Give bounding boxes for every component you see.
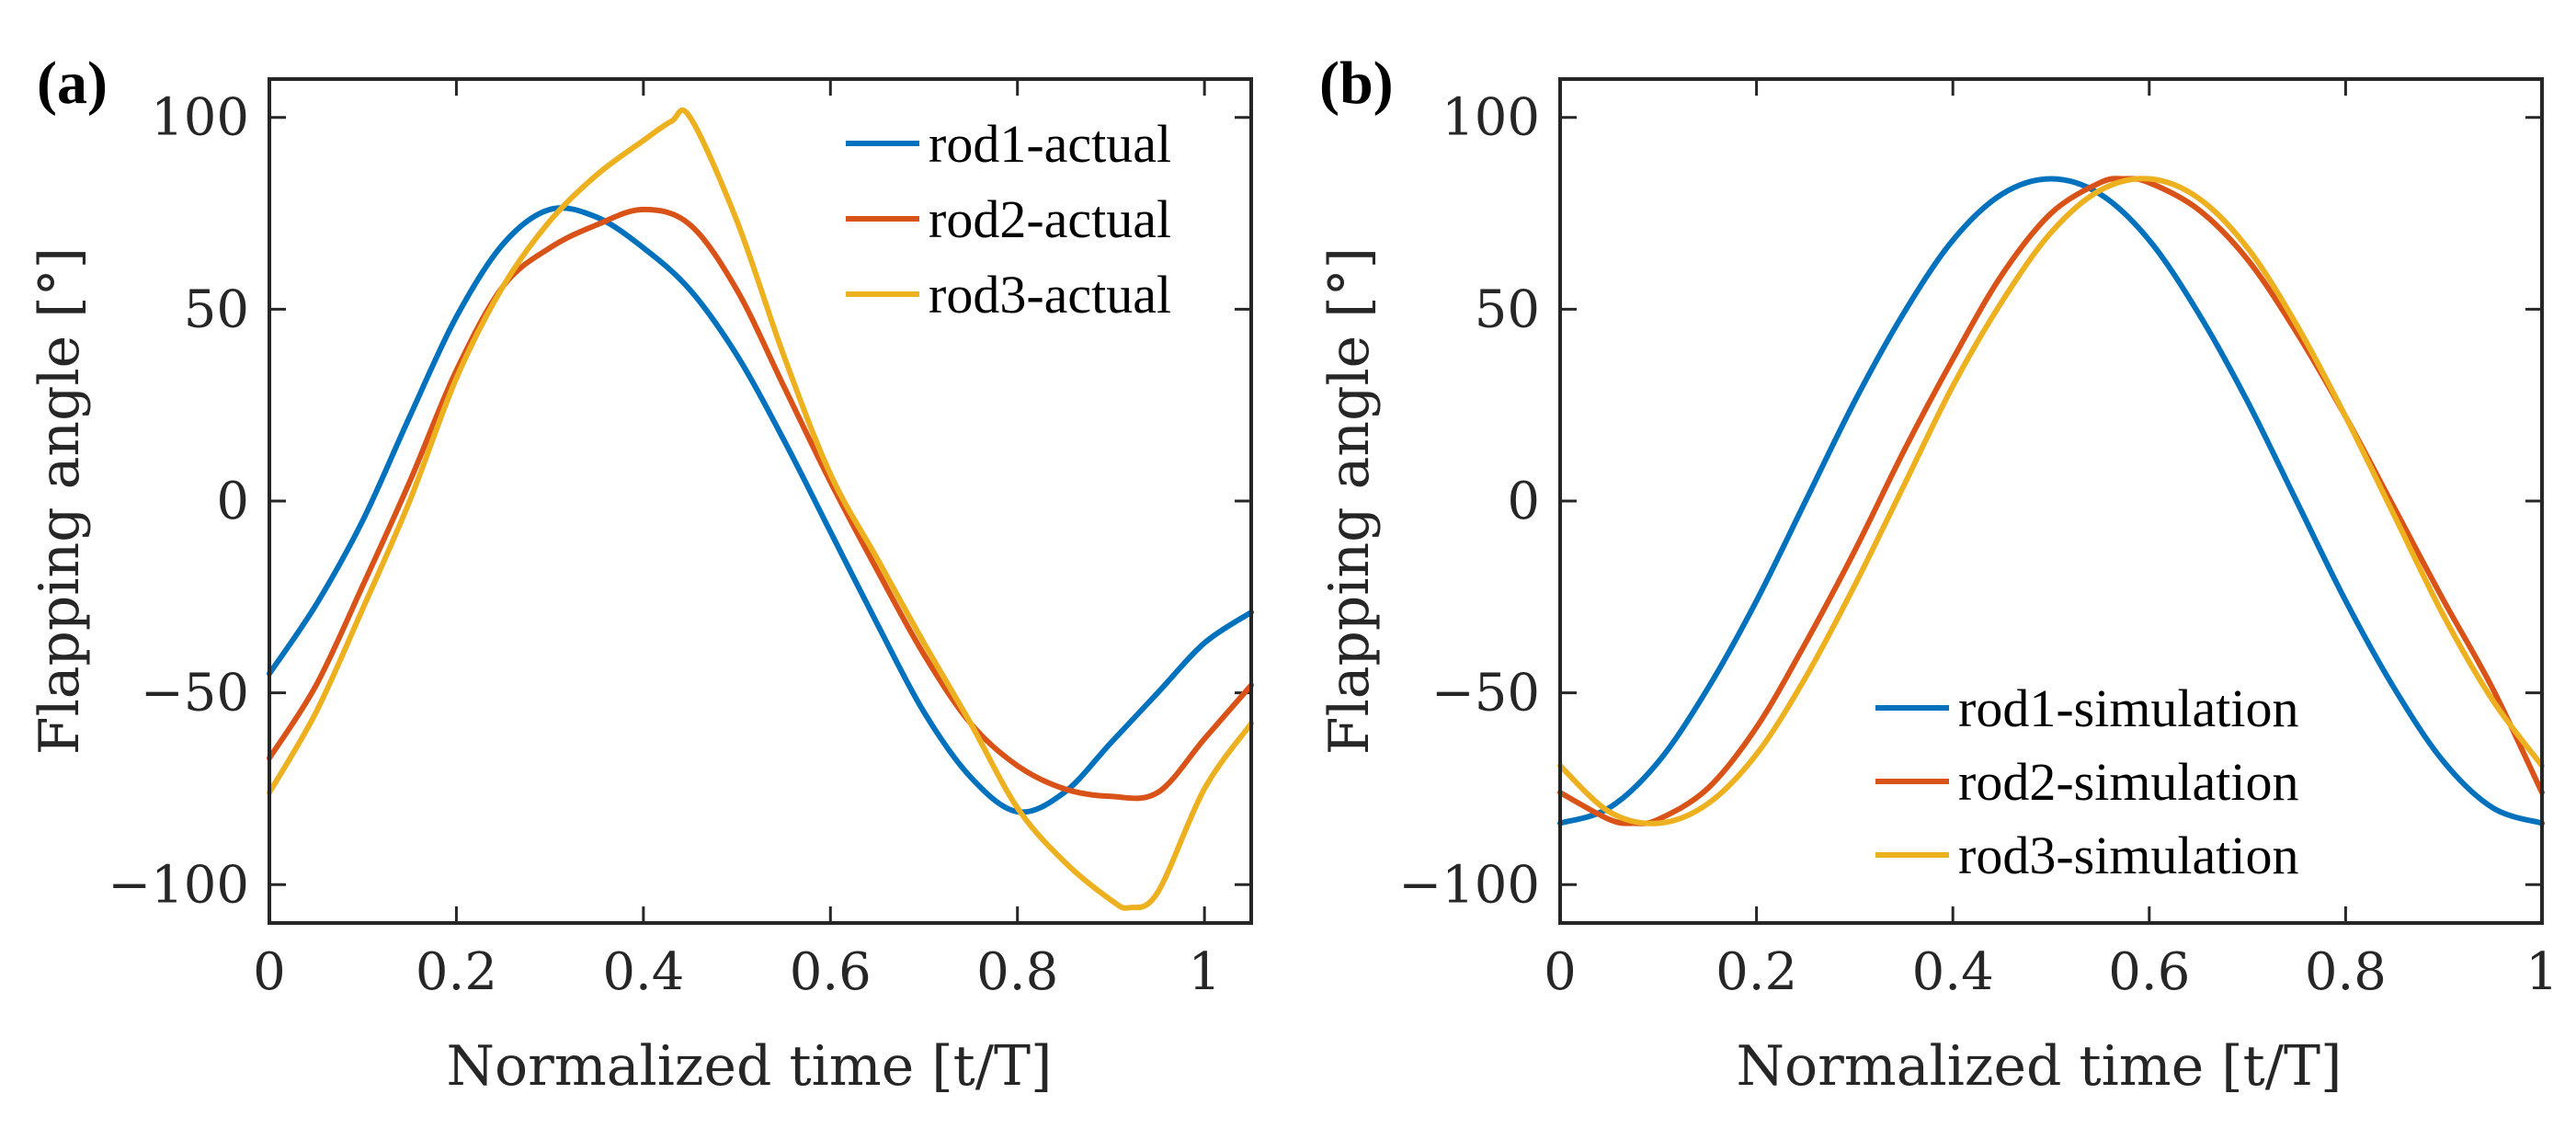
x-tick-label: 1 (1188, 942, 1221, 1002)
y-tick-label: 50 (184, 279, 249, 339)
series-line-rod2-actual (267, 206, 1254, 802)
x-axis-label: Normalized time [t/T] (1737, 1034, 2342, 1099)
legend-label-rod2-simulation: rod2-simulation (1958, 752, 2299, 812)
y-axis-label: Flapping angle [°] (28, 247, 92, 755)
plot-lines (267, 107, 1254, 911)
x-tick-label: 0.2 (416, 942, 497, 1002)
x-tick-label: 0.4 (602, 942, 684, 1002)
y-tick-label: 100 (151, 88, 249, 148)
plot-lines (1557, 176, 2545, 826)
series-line-rod3-actual (267, 107, 1254, 911)
legend-label-rod3-actual: rod3-actual (929, 265, 1171, 325)
x-tick-label: 0.8 (2305, 942, 2387, 1002)
x-tick-label: 0.8 (976, 942, 1058, 1002)
y-tick-label: 0 (216, 472, 249, 531)
legend: rod1-actual rod2-actual rod3-actual (846, 114, 1171, 325)
panel-label: (a) (37, 50, 108, 117)
legend: rod1-simulation rod2-simulation rod3-sim… (1875, 678, 2299, 885)
y-tick-label: 50 (1475, 279, 1540, 339)
legend-label-rod1-actual: rod1-actual (929, 114, 1171, 174)
y-tick-label: −50 (141, 664, 249, 724)
axes-frame (1558, 77, 2544, 925)
y-tick-label: −50 (1431, 664, 1540, 724)
x-tick-label: 0 (253, 942, 286, 1002)
x-tick-label: 0.4 (1912, 942, 1994, 1002)
panel-label: (b) (1319, 50, 1394, 117)
axis-ticks: 0 0.2 0.4 0.6 0.8 1 −100 −50 0 50 100 (1398, 79, 2559, 1002)
y-axis-label: Flapping angle [°] (1317, 247, 1382, 755)
legend-label-rod2-actual: rod2-actual (929, 189, 1171, 249)
panel-b: (b) Normalized time [t/T] Flapping angle… (1317, 50, 2559, 1099)
y-tick-label: 100 (1442, 88, 1540, 148)
y-tick-label: −100 (1398, 855, 1540, 915)
series-line-rod3-simulation (1557, 176, 2545, 826)
y-tick-label: −100 (108, 855, 249, 915)
x-tick-label: 0.6 (2108, 942, 2190, 1002)
axes-frame (268, 77, 1253, 925)
panel-a: (a) Normalized time [t/T] Flapping angle… (28, 50, 1254, 1099)
x-tick-label: 0.2 (1715, 942, 1797, 1002)
axis-ticks: 0 0.2 0.4 0.6 0.8 1 −100 −50 0 50 100 (108, 79, 1251, 1002)
x-tick-label: 0.6 (790, 942, 872, 1002)
legend-label-rod3-simulation: rod3-simulation (1958, 826, 2299, 885)
series-line-rod1-simulation (1557, 176, 2545, 826)
x-tick-label: 0 (1544, 942, 1577, 1002)
x-tick-label: 1 (2525, 942, 2559, 1002)
x-axis-label: Normalized time [t/T] (447, 1034, 1053, 1099)
y-tick-label: 0 (1507, 472, 1540, 531)
legend-label-rod1-simulation: rod1-simulation (1958, 678, 2299, 738)
